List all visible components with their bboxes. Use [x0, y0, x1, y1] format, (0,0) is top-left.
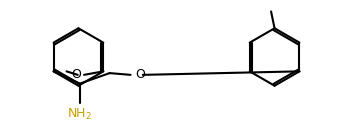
Text: O: O: [135, 68, 145, 81]
Text: O: O: [71, 68, 81, 81]
Text: NH$_2$: NH$_2$: [67, 107, 92, 122]
